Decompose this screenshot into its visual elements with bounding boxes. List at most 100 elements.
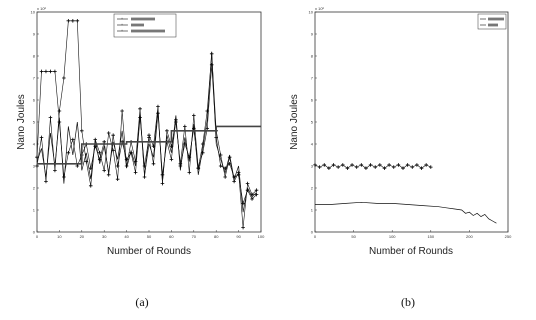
- series-point-a-1-49: [254, 188, 259, 192]
- x-tick-label-a-3: 30: [102, 234, 107, 239]
- series-point-b-0-7: [345, 166, 350, 170]
- series-point-b-0-4: [331, 163, 336, 167]
- y-tick-label-a-0: 0: [33, 229, 36, 234]
- x-tick-label-b-3: 150: [427, 234, 434, 239]
- series-point-a-1-19: [120, 109, 124, 113]
- series-point-a-2-36: [196, 166, 201, 170]
- series-point-a-2-31: [174, 118, 178, 122]
- series-point-b-0-22: [415, 163, 419, 167]
- y-tick-label-a-6: 6: [33, 97, 36, 102]
- series-point-a-1-26: [151, 144, 156, 148]
- series-point-b-0-25: [429, 165, 433, 169]
- x-tick-label-a-7: 70: [192, 234, 197, 239]
- series-point-a-2-24: [142, 164, 147, 168]
- series-group-b: [313, 163, 497, 224]
- series-point-b-0-14: [378, 163, 382, 167]
- series-line-a-2: [36, 64, 257, 204]
- series-point-a-1-35: [192, 113, 196, 118]
- series-point-a-2-22: [133, 170, 138, 175]
- legend-b-text-smudge-1: [488, 17, 504, 21]
- legend-box-a: [113, 13, 177, 38]
- series-point-a-2-45: [236, 173, 241, 177]
- series-point-b-0-8: [350, 163, 354, 167]
- series-point-a-1-39: [209, 52, 214, 56]
- series-point-a-2-9: [75, 164, 80, 168]
- series-point-a-2-1: [39, 69, 44, 74]
- series-point-a-1-29: [165, 129, 169, 133]
- series-point-b-0-5: [336, 165, 340, 169]
- series-line-b-1: [315, 201, 497, 224]
- series-point-a-1-28: [160, 181, 165, 186]
- x-tick-label-b-5: 250: [505, 234, 512, 239]
- series-point-a-1-6: [62, 76, 66, 80]
- series-point-a-2-49: [254, 192, 259, 197]
- x-tick-label-b-1: 50: [351, 234, 356, 239]
- y-tick-label-a-1: 1: [33, 207, 36, 212]
- y-exponent-label-a: x 10⁶: [37, 6, 47, 11]
- chart-a: x 10⁶ 0 10 20 30 40 50 60 70 80 90 100 0 1 2 3 4 5 6 7 8 9 1…: [16, 6, 265, 309]
- series-point-a-2-18: [115, 164, 120, 168]
- series-point-a-1-4: [53, 168, 57, 173]
- series-point-a-2-27: [156, 111, 160, 115]
- y-tick-label-a-2: 2: [33, 185, 36, 190]
- series-point-b-0-11: [364, 166, 368, 170]
- series-point-a-2-30: [169, 157, 174, 162]
- series-point-a-2-21: [129, 151, 133, 155]
- series-line-a-3: [37, 125, 261, 165]
- series-point-a-2-34: [187, 155, 192, 159]
- x-tick-label-a-9: 90: [236, 234, 241, 239]
- series-point-a-2-35: [192, 126, 196, 131]
- series-point-a-1-48: [250, 192, 254, 197]
- y-tick-label-b-0: 0: [311, 229, 314, 234]
- series-point-b-0-13: [373, 165, 378, 169]
- y-tick-label-b-6: 6: [311, 97, 314, 102]
- x-tick-label-a-6: 60: [169, 234, 174, 239]
- y-tick-label-b-5: 5: [311, 119, 314, 124]
- series-point-b-0-19: [401, 166, 405, 170]
- series-point-a-2-0: [35, 155, 39, 159]
- series-point-a-2-46: [241, 201, 245, 206]
- series-point-b-0-0: [313, 163, 317, 167]
- series-point-a-2-20: [124, 157, 129, 162]
- x-ticks-a: 0 10 20 30 40 50 60 70 80 90 100: [36, 230, 265, 239]
- x-tick-label-b-2: 100: [389, 234, 396, 239]
- series-point-a-2-4: [53, 69, 57, 74]
- series-point-a-2-8: [71, 137, 75, 142]
- series-point-a-2-5: [57, 120, 62, 124]
- y-tick-label-b-9: 9: [311, 31, 314, 36]
- series-point-b-0-15: [382, 166, 387, 170]
- series-point-a-2-47: [245, 188, 250, 192]
- y-tick-label-b-3: 3: [311, 163, 314, 168]
- series-point-a-2-7: [66, 151, 71, 155]
- y-tick-label-a-5: 5: [33, 119, 36, 124]
- y-tick-label-a-3: 3: [33, 163, 36, 168]
- series-point-a-2-39: [209, 63, 214, 67]
- series-point-a-1-27: [156, 104, 160, 109]
- series-point-b-0-17: [391, 165, 396, 169]
- series-point-a-2-16: [106, 173, 111, 177]
- y-tick-label-a-9: 9: [33, 31, 36, 36]
- series-line-a-0: [36, 51, 257, 213]
- series-point-a-2-26: [151, 162, 156, 166]
- y-tick-label-b-2: 2: [311, 185, 314, 190]
- y-ticks-b: 0 1 2 3 4 5 6 7 8 9 10: [309, 9, 317, 234]
- y-axis-label-b: Nano Joules: [289, 94, 300, 150]
- series-point-a-2-2: [44, 69, 48, 74]
- y-tick-label-b-4: 4: [311, 141, 314, 146]
- panel-caption-a: (a): [135, 295, 148, 309]
- series-point-a-1-1: [39, 135, 44, 140]
- y-tick-label-a-7: 7: [33, 75, 36, 80]
- x-tick-label-a-5: 50: [147, 234, 152, 239]
- series-point-a-1-43: [227, 155, 232, 159]
- y-exponent-label-b: x 10⁶: [315, 6, 325, 11]
- x-tick-label-a-1: 10: [57, 234, 62, 239]
- series-point-a-2-40: [214, 135, 218, 140]
- series-point-a-2-13: [93, 144, 98, 148]
- series-point-a-1-12: [88, 184, 93, 188]
- x-axis-label-b: Number of Rounds: [369, 246, 453, 257]
- series-point-b-0-12: [368, 163, 373, 167]
- series-point-a-1-8: [71, 19, 75, 23]
- series-point-a-2-33: [183, 142, 187, 146]
- series-point-a-2-3: [48, 69, 53, 74]
- legend-a: + + +: [113, 13, 177, 38]
